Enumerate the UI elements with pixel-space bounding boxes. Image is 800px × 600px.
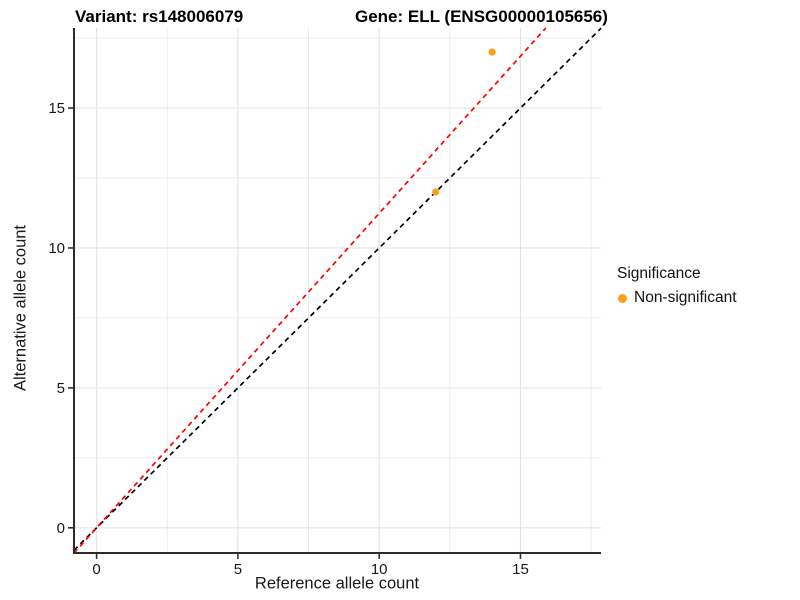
y-tick-label: 15 — [48, 100, 65, 117]
data-point — [432, 188, 440, 196]
y-tick-label: 0 — [57, 520, 65, 537]
legend: Significance Non-significant — [617, 264, 737, 307]
identity-line — [73, 27, 602, 551]
x-tick-label: 15 — [512, 561, 529, 578]
x-tick-label: 10 — [371, 561, 388, 578]
y-tick-label: 10 — [48, 240, 65, 257]
x-tick-label: 0 — [92, 561, 100, 578]
legend-title: Significance — [617, 265, 701, 282]
variant-title: Variant: rs148006079 — [75, 7, 244, 26]
y-axis-title: Alternative allele count — [11, 224, 30, 392]
legend-item-label: Non-significant — [634, 289, 737, 306]
data-point — [488, 48, 496, 56]
fit-line — [73, 27, 547, 554]
legend-point-icon — [618, 293, 627, 303]
x-tick-label: 5 — [234, 561, 242, 578]
y-tick-label: 5 — [57, 380, 65, 397]
gene-title: Gene: ELL (ENSG00000105656) — [355, 7, 608, 26]
x-axis-title: Reference allele count — [254, 574, 420, 593]
legend-item: Non-significant — [617, 289, 737, 307]
